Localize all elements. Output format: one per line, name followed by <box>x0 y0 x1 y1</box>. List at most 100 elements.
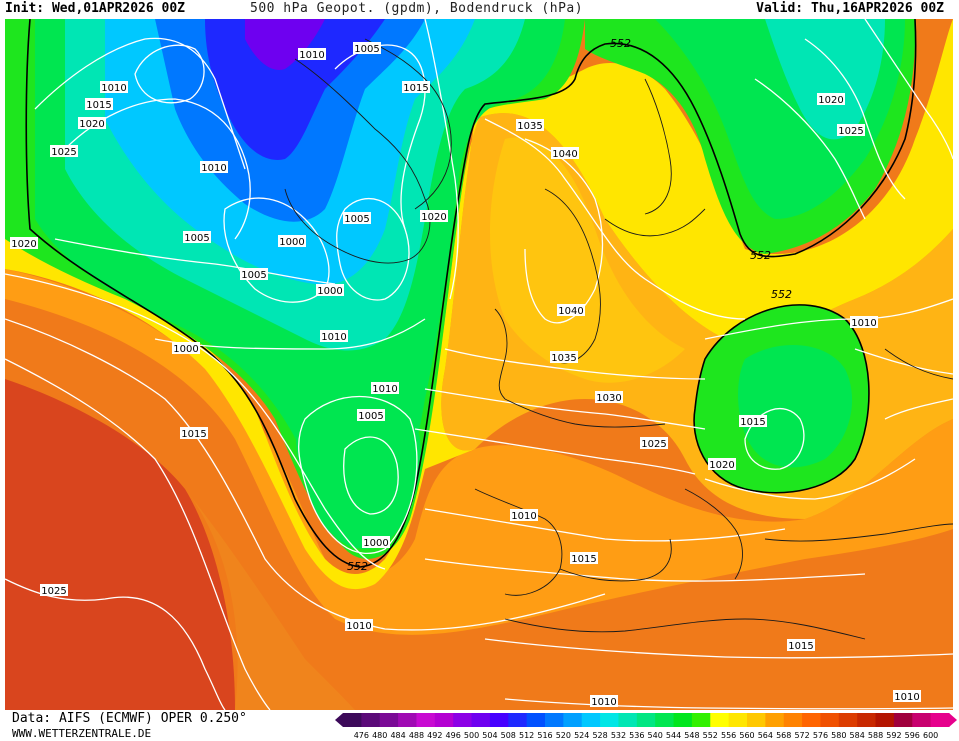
scale-swatch <box>673 713 693 727</box>
isobar-label: 1005 <box>184 233 209 244</box>
scale-tick-label: 536 <box>629 731 644 740</box>
chart-title: 500 hPa Geopot. (gpdm), Bodendruck (hPa) <box>250 1 584 16</box>
scale-tick-label: 568 <box>776 731 791 740</box>
isobar-label-bg <box>100 81 128 93</box>
isobar-label-bg <box>708 458 736 470</box>
isobar-label: 1010 <box>372 384 397 395</box>
footer-bar: Data: AIFS (ECMWF) OPER 0.250° WWW.WETTE… <box>0 710 959 741</box>
scale-tick-label: 528 <box>592 731 607 740</box>
data-source: Data: AIFS (ECMWF) OPER 0.250° <box>12 711 247 726</box>
scale-tick-label: 520 <box>556 731 571 740</box>
scale-swatch <box>820 713 840 727</box>
scale-swatch <box>783 713 803 727</box>
isobar-label-bg <box>345 619 373 631</box>
isobar-label-bg <box>550 351 578 363</box>
field-ne-trough3 <box>765 19 885 140</box>
field-trough-deepblue <box>205 19 385 160</box>
scale-tick-label: 488 <box>409 731 424 740</box>
scale-swatch <box>930 713 950 727</box>
scale-tick-label: 496 <box>446 731 461 740</box>
isobar-label-bg <box>837 124 865 136</box>
isobar-label: 1025 <box>838 126 863 137</box>
scale-tick-label: 504 <box>482 731 497 740</box>
field-east-low2 <box>738 345 853 468</box>
isobar-label-bg <box>893 690 921 702</box>
isobar-label-bg <box>362 536 390 548</box>
isobar-label-bg <box>510 509 538 521</box>
isobar-label-bg <box>320 330 348 342</box>
scale-tick-label: 592 <box>886 731 901 740</box>
isobar-label: 1020 <box>11 239 36 250</box>
gpdm-label: 552 <box>347 560 368 573</box>
scale-swatch <box>581 713 601 727</box>
weather-map: 552 552 552 552 1010 1005 1015 1010 1015 1020… <box>5 19 953 710</box>
isobar-label: 1020 <box>79 119 104 130</box>
field-trough-violet <box>245 19 325 70</box>
isobar-label-bg <box>551 147 579 159</box>
isobar-label: 1025 <box>641 439 666 450</box>
scale-swatch <box>416 713 436 727</box>
isobar-label-bg <box>78 117 106 129</box>
scale-tick-label: 540 <box>648 731 663 740</box>
isobar-labels: 1010 1005 1015 1010 1015 1020 1025 1010 1005 1000… <box>10 42 921 708</box>
scale-swatch <box>526 713 546 727</box>
header-bar: Init: Wed,01APR2026 00Z 500 hPa Geopot. … <box>0 0 959 19</box>
field-orange-band <box>5 269 953 635</box>
scale-swatch <box>434 713 454 727</box>
isobar-label-bg <box>240 268 268 280</box>
init-time: Init: Wed,01APR2026 00Z <box>5 1 186 16</box>
isobar-label: 1015 <box>403 83 428 94</box>
isobar-label: 1000 <box>279 237 304 248</box>
website: WWW.WETTERZENTRALE.DE <box>12 727 152 740</box>
scale-arrow-left <box>335 713 343 727</box>
scale-tick-label: 492 <box>427 731 442 740</box>
isobar-label-bg <box>357 409 385 421</box>
scale-swatch <box>563 713 583 727</box>
scale-swatch <box>893 713 913 727</box>
isobar-label: 1025 <box>51 147 76 158</box>
scale-tick-label: 508 <box>501 731 516 740</box>
isobar-label-bg <box>787 639 815 651</box>
isobar-label-bg <box>640 437 668 449</box>
scale-swatch <box>453 713 473 727</box>
isobar-label-bg <box>180 427 208 439</box>
isobar-label-bg <box>278 235 306 247</box>
scale-tick-label: 484 <box>390 731 405 740</box>
isobar-label: 1040 <box>558 306 583 317</box>
scale-swatch <box>875 713 895 727</box>
scale-swatch <box>747 713 766 727</box>
isobar-label: 1005 <box>358 411 383 422</box>
color-scale: 476 480 484 488 492 496 500 504 508 512 516 520 524 5… <box>335 713 957 740</box>
isobar-label: 1000 <box>173 344 198 355</box>
scale-tick-label: 572 <box>794 731 809 740</box>
isobar-label-bg <box>817 93 845 105</box>
scale-tick-label: 600 <box>923 731 938 740</box>
scale-swatch <box>765 713 785 727</box>
scale-tick-label: 544 <box>666 731 681 740</box>
scale-tick-label: 516 <box>537 731 552 740</box>
scale-tick-label: 588 <box>868 731 883 740</box>
isobar-label-bg <box>595 391 623 403</box>
isobar-label-bg <box>85 98 113 110</box>
scale-swatch <box>838 713 858 727</box>
isobar-label: 1005 <box>354 44 379 55</box>
scale-tick-label: 524 <box>574 731 589 740</box>
isobar-label: 1005 <box>241 270 266 281</box>
isohypse-552 <box>25 19 917 568</box>
scale-swatch <box>471 713 491 727</box>
field-red-high <box>5 379 235 710</box>
scale-tick-label: 564 <box>758 731 773 740</box>
scale-arrow-right <box>949 713 957 727</box>
isobar-label-bg <box>200 161 228 173</box>
scale-tick-label: 480 <box>372 731 387 740</box>
isobar-label-bg <box>343 212 371 224</box>
isobar-label-bg <box>739 415 767 427</box>
isobar-label-bg <box>402 81 430 93</box>
isobar-label: 1035 <box>517 121 542 132</box>
field-cutoff-lobe <box>295 388 421 549</box>
isobar-label-bg <box>516 119 544 131</box>
scale-tick-label: 580 <box>831 731 846 740</box>
scale-tick-label: 576 <box>813 731 828 740</box>
scale-tick-label: 584 <box>850 731 865 740</box>
scale-swatch <box>508 713 528 727</box>
